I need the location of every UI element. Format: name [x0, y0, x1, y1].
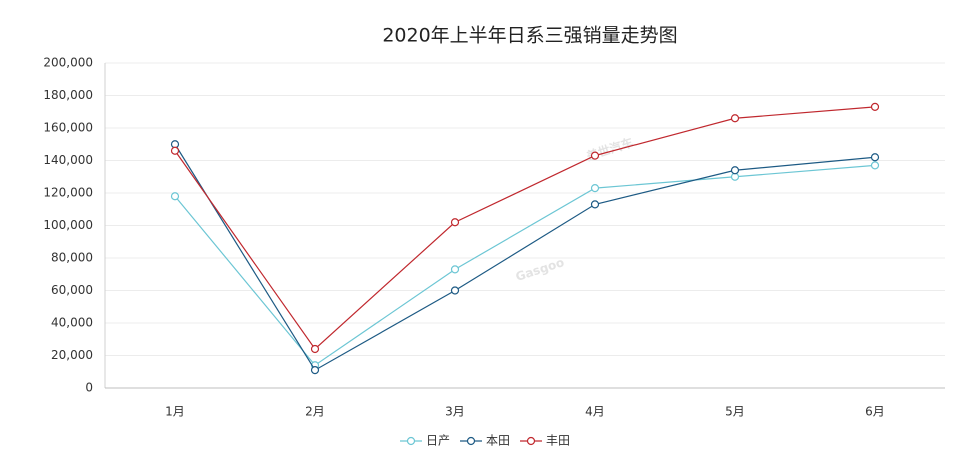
y-tick-label: 180,000	[43, 88, 93, 102]
x-tick-label: 6月	[865, 405, 885, 419]
x-tick-label: 1月	[165, 405, 185, 419]
series-line	[174, 164, 876, 367]
y-tick-label: 160,000	[43, 121, 93, 135]
point	[590, 151, 600, 160]
y-tick-label: 200,000	[43, 56, 93, 70]
point	[450, 265, 460, 274]
x-tick-label: 4月	[585, 405, 605, 419]
legend-marker	[406, 436, 416, 446]
chart-title: 2020年上半年日系三强销量走势图	[382, 25, 677, 47]
y-tick-label: 100,000	[43, 218, 93, 232]
series-line	[174, 143, 876, 371]
point	[310, 366, 320, 375]
point	[450, 218, 460, 227]
point	[870, 153, 880, 162]
y-tick-label: 60,000	[51, 283, 93, 297]
y-tick-label: 80,000	[51, 251, 93, 265]
legend-label: 日产	[426, 434, 450, 448]
point	[590, 184, 600, 193]
watermark: 盖世汽车	[585, 134, 635, 163]
x-tick-label: 3月	[445, 405, 465, 419]
point	[170, 192, 180, 201]
y-tick-label: 120,000	[43, 186, 93, 200]
x-tick-label: 5月	[725, 405, 745, 419]
point	[870, 161, 880, 170]
series-line	[174, 106, 876, 350]
legend-label: 丰田	[546, 434, 570, 448]
y-tick-label: 20,000	[51, 348, 93, 362]
point	[730, 166, 740, 175]
point	[730, 114, 740, 123]
point	[170, 146, 180, 155]
watermark: Gasgoo	[514, 255, 566, 284]
legend-marker	[526, 436, 536, 446]
point	[450, 286, 460, 295]
point	[310, 344, 320, 354]
y-tick-label: 140,000	[43, 153, 93, 167]
point	[590, 200, 600, 209]
y-tick-label: 40,000	[51, 316, 93, 330]
x-tick-label: 2月	[305, 405, 325, 419]
legend-marker	[466, 436, 476, 446]
point	[870, 102, 880, 111]
legend-label: 本田	[486, 434, 510, 448]
y-tick-label: 0	[85, 381, 93, 395]
